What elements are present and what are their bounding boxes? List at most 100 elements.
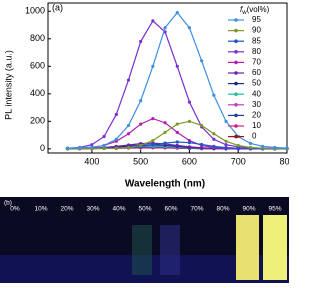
vial-glow [263, 215, 287, 280]
point [151, 19, 155, 23]
point [200, 142, 204, 147]
point [151, 116, 155, 121]
point [163, 121, 167, 125]
legend-marker [234, 28, 238, 33]
y-tick-label: 600 [30, 61, 45, 71]
point [224, 143, 228, 147]
point [224, 119, 228, 123]
x-tick-label: 700 [231, 156, 246, 166]
legend-label: 60 [252, 68, 261, 77]
vial-glow [160, 225, 180, 275]
point [175, 130, 179, 134]
figure: (a) Wavelength (nm) PL intensity (a.u.) … [0, 2, 295, 283]
point [126, 132, 131, 136]
point [90, 143, 94, 147]
point [212, 144, 216, 148]
point [200, 123, 204, 128]
point [224, 146, 228, 150]
point [126, 145, 131, 150]
x-tick-label: 500 [133, 156, 148, 166]
point [139, 122, 143, 126]
point [248, 141, 253, 145]
point [261, 144, 265, 148]
point [102, 134, 106, 139]
point [78, 146, 82, 150]
point [187, 141, 192, 145]
panel-label: (a) [52, 2, 63, 12]
vial-label: 95% [268, 206, 281, 213]
legend-title-sub: w [241, 10, 247, 16]
point [212, 137, 216, 141]
point [175, 140, 179, 144]
vial-label: 50% [138, 206, 151, 213]
vial-label: 80% [216, 206, 229, 213]
y-tick-label: 400 [30, 88, 45, 98]
point [139, 39, 143, 44]
y-tick-label: 0 [40, 143, 45, 153]
point [187, 26, 192, 30]
point [236, 143, 240, 148]
legend-title-rest: (vol%) [247, 5, 270, 14]
point [102, 146, 106, 150]
plot-frame [47, 2, 288, 154]
point [175, 122, 179, 126]
legend-marker [234, 134, 238, 139]
vial-label: 40% [112, 206, 125, 213]
legend-label: 80 [252, 47, 261, 56]
point [187, 145, 192, 149]
point [236, 146, 240, 150]
point [285, 146, 289, 150]
vial-label: 30% [86, 206, 99, 213]
legend-marker [234, 113, 238, 118]
point [212, 132, 216, 136]
point [102, 143, 106, 148]
legend-label: 20 [252, 111, 261, 120]
point [175, 143, 179, 148]
legend-marker [234, 103, 238, 107]
x-axis-label: Wavelength (nm) [125, 179, 205, 190]
legend-title: fw(vol%) [240, 5, 270, 15]
vial-label: 60% [164, 206, 177, 213]
legend-label: 70 [252, 58, 261, 67]
legend-label: 50 [252, 79, 261, 88]
point [212, 93, 216, 97]
point [224, 139, 228, 143]
point [187, 119, 192, 123]
legend-label: 30 [252, 100, 261, 109]
legend-marker [234, 92, 238, 96]
y-tick-label: 200 [30, 116, 45, 126]
point [126, 143, 131, 147]
point [114, 146, 118, 150]
point [200, 146, 204, 150]
point [126, 78, 131, 82]
point [139, 99, 143, 103]
legend-label: 90 [252, 26, 261, 35]
legend-marker [234, 39, 238, 43]
vial-glow [132, 225, 152, 275]
vial-glow [236, 215, 259, 280]
x-tick-label: 800 [279, 156, 289, 166]
vial-label: 70% [190, 206, 203, 213]
point [248, 145, 253, 150]
legend-marker [234, 71, 238, 75]
point [151, 143, 155, 147]
vial-label: 0% [10, 206, 20, 213]
legend-title-f: f [240, 5, 243, 14]
y-tick-label: 1000 [25, 6, 45, 16]
point [151, 139, 155, 143]
point [200, 59, 204, 63]
x-tick-label: 400 [84, 156, 99, 166]
photo: (b) 0% 10% 20% 30% 40% 50% 60% 70% 80% 90% 95% [0, 197, 289, 283]
point [175, 11, 179, 15]
y-axis-label: PL intensity (a.u.) [3, 50, 13, 120]
point [273, 145, 277, 150]
photo-panel-label: (b) [4, 200, 12, 207]
point [151, 64, 155, 68]
point [175, 64, 179, 68]
point [90, 145, 94, 149]
legend-label: 95 [252, 15, 261, 24]
point [126, 123, 131, 128]
point [139, 143, 143, 148]
vial-label: 20% [60, 206, 73, 213]
point [163, 141, 167, 145]
